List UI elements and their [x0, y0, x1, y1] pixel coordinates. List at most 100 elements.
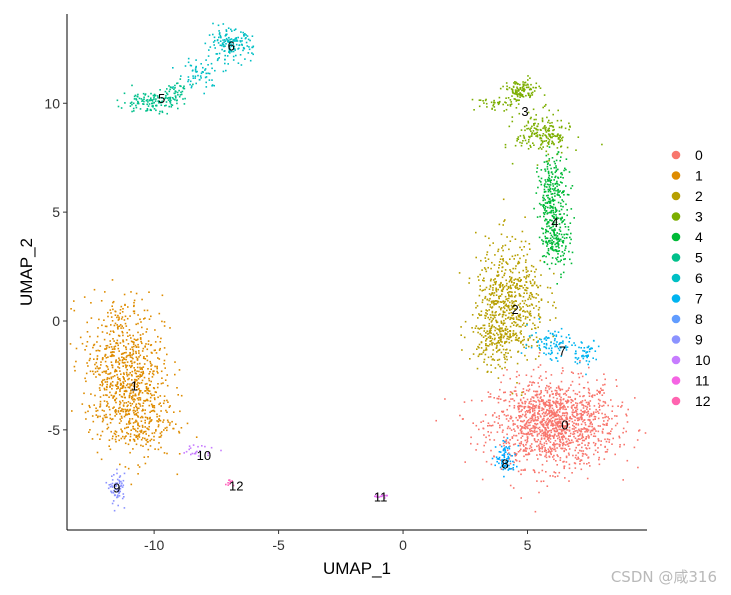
data-point — [108, 408, 111, 411]
data-point — [580, 341, 583, 343]
data-point — [543, 188, 546, 191]
data-point — [586, 463, 588, 465]
data-point — [158, 436, 161, 438]
data-point — [110, 376, 113, 379]
data-point — [536, 433, 539, 436]
data-point — [621, 401, 624, 404]
legend-label-10: 10 — [695, 352, 711, 368]
data-point — [130, 396, 133, 398]
data-point — [493, 281, 496, 283]
data-point — [126, 409, 128, 411]
data-point — [584, 453, 587, 455]
data-point — [587, 391, 590, 394]
data-point — [638, 430, 640, 432]
data-point — [483, 434, 485, 436]
data-point — [514, 453, 516, 456]
data-point — [545, 255, 547, 258]
data-point — [116, 99, 119, 102]
data-point — [559, 139, 561, 141]
data-point — [531, 416, 534, 418]
data-point — [165, 409, 167, 412]
data-point — [148, 390, 151, 392]
data-point — [558, 387, 560, 390]
data-point — [141, 326, 143, 329]
data-point — [548, 109, 550, 112]
data-point — [498, 395, 500, 398]
data-point — [594, 418, 596, 420]
data-point — [556, 193, 559, 196]
data-point — [554, 421, 557, 424]
data-point — [163, 363, 165, 365]
data-point — [510, 467, 512, 470]
data-point — [569, 417, 572, 420]
data-point — [112, 492, 115, 494]
data-point — [526, 410, 528, 412]
data-point — [557, 253, 559, 255]
data-point — [549, 438, 552, 440]
data-point — [492, 317, 494, 320]
data-point — [178, 95, 181, 98]
data-point — [593, 427, 595, 430]
data-point — [530, 345, 533, 347]
data-point — [518, 408, 520, 410]
data-point — [544, 422, 547, 424]
data-point — [562, 191, 565, 194]
data-point — [101, 358, 104, 360]
data-point — [101, 420, 104, 423]
data-point — [131, 396, 134, 399]
data-point — [498, 329, 500, 331]
data-point — [560, 347, 562, 349]
data-point — [555, 165, 557, 167]
data-point — [549, 179, 552, 182]
data-point — [558, 436, 561, 438]
data-point — [83, 392, 85, 395]
data-point — [537, 309, 540, 311]
data-point — [515, 336, 517, 339]
data-point — [240, 31, 242, 33]
data-point — [141, 368, 143, 371]
data-point — [166, 93, 169, 96]
data-point — [162, 382, 164, 384]
data-point — [505, 108, 508, 111]
data-point — [593, 432, 596, 435]
data-point — [109, 372, 112, 374]
data-point — [199, 450, 201, 452]
data-point — [512, 313, 514, 316]
data-point — [146, 348, 149, 351]
data-point — [537, 382, 539, 384]
data-point — [550, 247, 552, 249]
data-point — [163, 452, 166, 454]
data-point — [111, 353, 113, 356]
data-point — [538, 410, 541, 412]
legend-label-4: 4 — [695, 229, 703, 245]
data-point — [159, 419, 162, 422]
data-point — [523, 246, 525, 248]
data-point — [518, 374, 520, 377]
data-point — [134, 94, 137, 97]
data-point — [548, 388, 551, 390]
data-point — [130, 337, 132, 339]
data-point — [147, 105, 150, 107]
data-point — [247, 52, 250, 54]
data-point — [536, 345, 539, 347]
data-point — [521, 95, 523, 97]
data-point — [520, 285, 522, 287]
data-point — [153, 101, 155, 104]
data-point — [95, 414, 98, 416]
data-point — [532, 142, 534, 144]
data-point — [518, 382, 521, 385]
data-point — [562, 408, 564, 410]
data-point — [99, 396, 102, 398]
data-point — [503, 475, 505, 478]
data-point — [517, 470, 520, 473]
data-point — [505, 97, 507, 99]
data-point — [518, 271, 520, 274]
data-point — [567, 396, 570, 398]
data-point — [501, 262, 503, 265]
data-point — [104, 291, 106, 293]
data-point — [81, 403, 84, 405]
data-point — [172, 427, 175, 430]
data-point — [584, 444, 586, 446]
data-point — [544, 432, 547, 434]
data-point — [548, 139, 551, 141]
